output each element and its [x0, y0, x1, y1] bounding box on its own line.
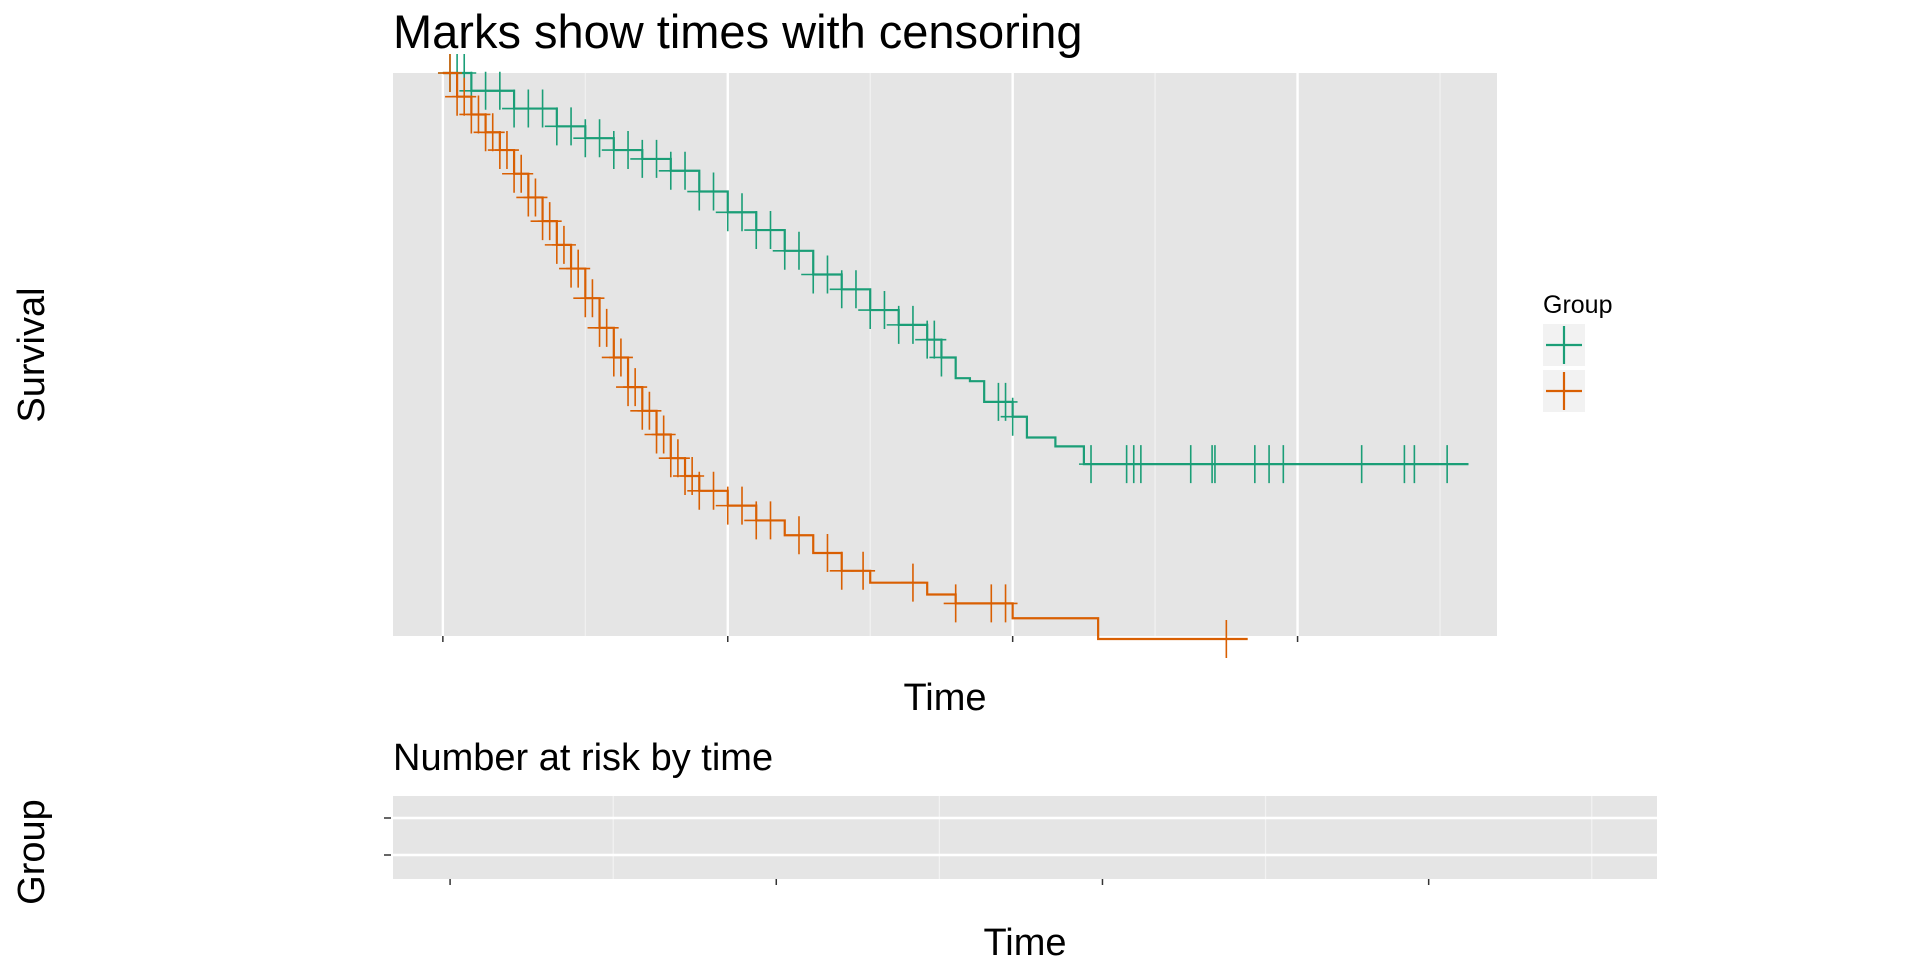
censor-mark [530, 89, 555, 128]
risk-table-gridlines [393, 796, 1657, 879]
censor-mark [680, 456, 705, 495]
legend-key-symbol [1546, 326, 1582, 364]
censor-mark [437, 54, 462, 92]
censor-mark [758, 211, 783, 250]
censor-mark [829, 551, 854, 590]
censor-mark [730, 486, 755, 525]
censor-mark [929, 338, 954, 377]
censor-mark [701, 471, 726, 510]
censor-mark [1271, 445, 1296, 484]
censor-mark [480, 113, 505, 152]
censor-mark [730, 193, 755, 232]
censor-mark [1214, 619, 1239, 658]
censor-mark [523, 178, 548, 217]
risk-table-title: Number at risk by time [393, 737, 773, 779]
legend-title: Group [1543, 291, 1612, 319]
censor-mark [872, 291, 897, 330]
censor-mark [993, 584, 1018, 623]
survival-title: Marks show times with censoring [393, 5, 1083, 58]
censor-mark [452, 77, 477, 116]
censor-mark [815, 255, 840, 294]
censor-mark [1402, 445, 1427, 484]
censor-mark [1178, 445, 1203, 484]
survival-y-axis-label: Survival [11, 287, 53, 422]
censor-mark [1128, 445, 1153, 484]
censor-mark [537, 202, 562, 241]
censor-mark [616, 131, 641, 170]
censor-mark [993, 382, 1018, 421]
censor-mark [1349, 445, 1374, 484]
censor-mark [900, 305, 925, 344]
legend: Group [1543, 291, 1612, 412]
legend-key-symbol [1546, 372, 1582, 410]
risk-table-x-ticks [449, 879, 1430, 885]
censor-mark [608, 338, 633, 377]
censor-mark [559, 107, 584, 146]
censor-mark [587, 119, 612, 158]
censor-mark [1202, 445, 1227, 484]
censor-mark [494, 131, 519, 170]
censor-mark [701, 172, 726, 211]
censor-mark [644, 139, 669, 178]
censor-mark [665, 439, 690, 478]
censor-mark [786, 516, 811, 555]
survival-x-axis-label: Time [903, 677, 986, 719]
censor-mark [843, 270, 868, 309]
censor-mark [1000, 397, 1025, 436]
censor-mark [580, 279, 605, 318]
censor-mark [786, 231, 811, 270]
censor-mark [1079, 445, 1104, 484]
censor-mark [509, 154, 534, 193]
censor-mark [851, 551, 876, 590]
censor-mark [551, 225, 576, 264]
censor-mark [637, 391, 662, 430]
survival-panel-background [393, 73, 1497, 636]
censor-mark [487, 71, 512, 110]
censor-mark [594, 308, 619, 347]
risk-table-y-axis-label: Group [11, 799, 53, 905]
risk-table-background [393, 796, 1657, 879]
censor-mark [466, 95, 491, 134]
censor-mark [673, 151, 698, 190]
risk-table-rows [384, 817, 391, 856]
survival-series [437, 54, 1469, 658]
censor-mark [943, 584, 968, 623]
risk-table-x-axis-label: Time [983, 922, 1066, 960]
censor-mark [651, 415, 676, 454]
censor-mark [900, 563, 925, 602]
censor-mark [758, 501, 783, 540]
survival-x-ticks [442, 636, 1299, 642]
censor-mark [566, 249, 591, 288]
censor-mark [815, 534, 840, 573]
censor-mark [922, 320, 947, 359]
censor-mark [1435, 445, 1460, 484]
censor-mark [623, 368, 648, 407]
survival-gridlines [441, 73, 1441, 636]
